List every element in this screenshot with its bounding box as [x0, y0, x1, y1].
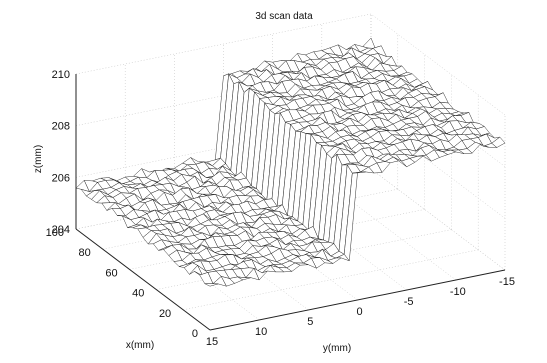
grid-line	[370, 117, 506, 219]
surface-patch	[204, 283, 219, 287]
y-tick-label: 5	[307, 316, 313, 328]
y-tick-label: 0	[356, 306, 362, 318]
x-axis-line	[75, 228, 211, 331]
surface-mesh	[75, 37, 506, 287]
grid-line	[125, 218, 260, 321]
z-tick-label: 208	[52, 121, 70, 133]
z-tick-label: 210	[52, 69, 70, 81]
x-tick-label: 60	[105, 267, 117, 279]
x-tick-label: 80	[79, 247, 91, 259]
z-tick-label: 204	[52, 224, 70, 236]
grid-line	[183, 249, 479, 311]
chart-title: 3d scan data	[255, 11, 313, 22]
grid-line	[370, 13, 506, 116]
z-axis-label: z(mm)	[33, 145, 44, 173]
x-tick-label: 40	[132, 288, 144, 300]
y-tick-label: -5	[404, 296, 414, 308]
grid-line	[272, 188, 407, 291]
z-tick-label: 206	[52, 172, 70, 184]
y-tick-label: -10	[450, 286, 466, 298]
grid-line	[321, 178, 456, 281]
x-tick-label: 20	[159, 308, 171, 320]
x-tick-label: 100	[46, 227, 64, 239]
y-axis-line	[209, 269, 506, 331]
grid-line	[223, 198, 358, 301]
tick-labels: 204 206 208 210 0 20 40 60 80 100 15 10 5 0 -5 -10 -15	[46, 69, 515, 348]
y-tick-label: -15	[499, 276, 515, 288]
y-axis-label: y(mm)	[323, 343, 351, 354]
grid-line	[370, 168, 506, 271]
x-tick-label: 0	[192, 328, 198, 340]
y-tick-label: 10	[255, 326, 267, 338]
y-tick-label: 15	[206, 336, 218, 348]
x-axis-label: x(mm)	[126, 340, 154, 351]
grid-line	[370, 65, 506, 167]
grid-line	[75, 13, 372, 75]
grid-line	[174, 208, 309, 311]
grid-line	[370, 168, 506, 271]
axes	[75, 74, 506, 331]
